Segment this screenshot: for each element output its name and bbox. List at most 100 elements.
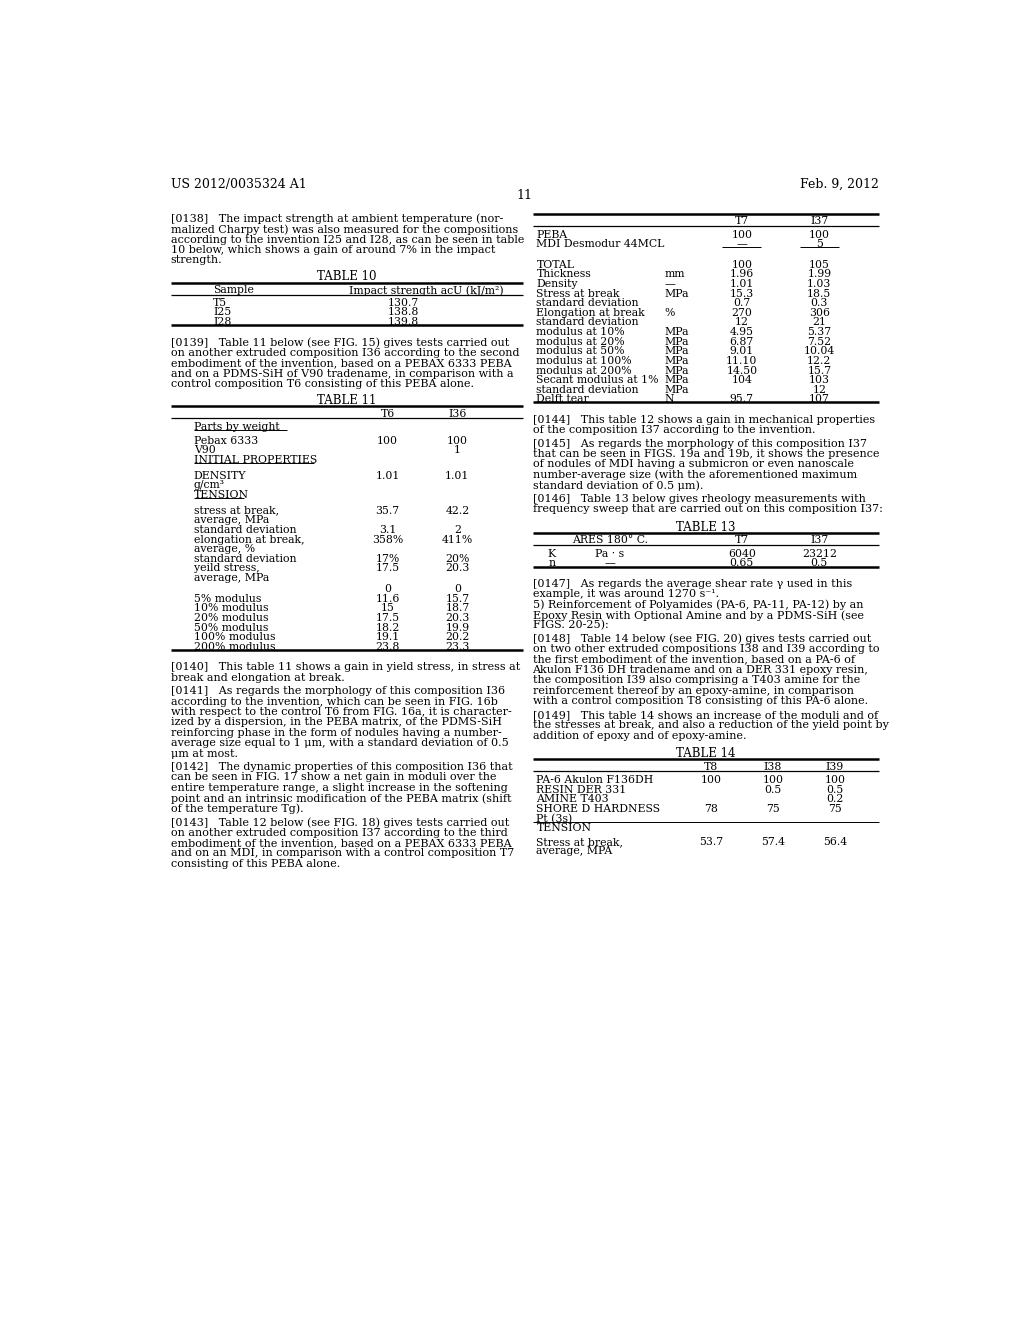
Text: TABLE 13: TABLE 13 <box>676 520 735 533</box>
Text: 100: 100 <box>731 260 753 269</box>
Text: [0138]   The impact strength at ambient temperature (nor-: [0138] The impact strength at ambient te… <box>171 214 503 224</box>
Text: 18.2: 18.2 <box>376 623 399 632</box>
Text: 105: 105 <box>809 260 829 269</box>
Text: modulus at 100%: modulus at 100% <box>537 356 632 366</box>
Text: 0.5: 0.5 <box>764 785 781 795</box>
Text: TABLE 11: TABLE 11 <box>316 395 376 407</box>
Text: frequency sweep that are carried out on this composition I37:: frequency sweep that are carried out on … <box>532 504 883 513</box>
Text: US 2012/0035324 A1: US 2012/0035324 A1 <box>171 178 306 190</box>
Text: PEBA: PEBA <box>537 230 567 240</box>
Text: the stresses at break, and also a reduction of the yield point by: the stresses at break, and also a reduct… <box>532 721 889 730</box>
Text: average, MPa: average, MPa <box>194 573 269 583</box>
Text: 11.6: 11.6 <box>376 594 399 603</box>
Text: example, it was around 1270 s⁻¹.: example, it was around 1270 s⁻¹. <box>532 589 719 599</box>
Text: AMINE T403: AMINE T403 <box>537 795 609 804</box>
Text: I37: I37 <box>810 536 828 545</box>
Text: on another extruded composition I37 according to the third: on another extruded composition I37 acco… <box>171 828 507 837</box>
Text: 15.7: 15.7 <box>445 594 469 603</box>
Text: Stress at break: Stress at break <box>537 289 620 298</box>
Text: 1.03: 1.03 <box>807 279 831 289</box>
Text: [0141]   As regards the morphology of this composition I36: [0141] As regards the morphology of this… <box>171 686 505 696</box>
Text: 0.7: 0.7 <box>733 298 751 308</box>
Text: 53.7: 53.7 <box>698 837 723 846</box>
Text: standard deviation: standard deviation <box>537 317 639 327</box>
Text: 14.50: 14.50 <box>726 366 758 375</box>
Text: 139.8: 139.8 <box>388 317 419 327</box>
Text: T8: T8 <box>703 762 718 772</box>
Text: control composition T6 consisting of this PEBA alone.: control composition T6 consisting of thi… <box>171 379 474 389</box>
Text: reinforcement thereof by an epoxy-amine, in comparison: reinforcement thereof by an epoxy-amine,… <box>532 686 854 696</box>
Text: 1.01: 1.01 <box>376 471 399 480</box>
Text: TENSION: TENSION <box>537 824 592 833</box>
Text: 17.5: 17.5 <box>376 564 399 573</box>
Text: DENSITY: DENSITY <box>194 471 247 480</box>
Text: according to the invention I25 and I28, as can be seen in table: according to the invention I25 and I28, … <box>171 235 524 244</box>
Text: [0143]   Table 12 below (see FIG. 18) gives tests carried out: [0143] Table 12 below (see FIG. 18) give… <box>171 817 509 828</box>
Text: the first embodiment of the invention, based on a PA-6 of: the first embodiment of the invention, b… <box>532 655 855 665</box>
Text: of the temperature Tg).: of the temperature Tg). <box>171 804 303 814</box>
Text: [0140]   This table 11 shows a gain in yield stress, in stress at: [0140] This table 11 shows a gain in yie… <box>171 663 520 672</box>
Text: 5.37: 5.37 <box>807 327 831 337</box>
Text: average, MPa: average, MPa <box>194 515 269 525</box>
Text: 100: 100 <box>809 230 829 240</box>
Text: on two other extruded compositions I38 and I39 according to: on two other extruded compositions I38 a… <box>532 644 879 655</box>
Text: with respect to the control T6 from FIG. 16a, it is character-: with respect to the control T6 from FIG.… <box>171 708 511 717</box>
Text: g/cm³: g/cm³ <box>194 480 225 490</box>
Text: 9.01: 9.01 <box>730 346 754 356</box>
Text: break and elongation at break.: break and elongation at break. <box>171 673 344 682</box>
Text: with a control composition T8 consisting of this PA-6 alone.: with a control composition T8 consisting… <box>532 696 867 706</box>
Text: average, %: average, % <box>194 544 255 554</box>
Text: modulus at 20%: modulus at 20% <box>537 337 625 347</box>
Text: modulus at 200%: modulus at 200% <box>537 366 632 375</box>
Text: 50% modulus: 50% modulus <box>194 623 268 632</box>
Text: 1.01: 1.01 <box>445 471 470 480</box>
Text: 103: 103 <box>809 375 829 385</box>
Text: standard deviation: standard deviation <box>537 298 639 308</box>
Text: 100: 100 <box>446 436 468 446</box>
Text: 1.96: 1.96 <box>730 269 754 280</box>
Text: of nodules of MDI having a submicron or even nanoscale: of nodules of MDI having a submicron or … <box>532 459 854 470</box>
Text: 18.5: 18.5 <box>807 289 831 298</box>
Text: 11: 11 <box>517 189 532 202</box>
Text: 23.3: 23.3 <box>445 642 470 652</box>
Text: 20%: 20% <box>445 554 470 564</box>
Text: 5% modulus: 5% modulus <box>194 594 261 603</box>
Text: Sample: Sample <box>213 285 254 296</box>
Text: reinforcing phase in the form of nodules having a number-: reinforcing phase in the form of nodules… <box>171 727 502 738</box>
Text: Stress at break,: Stress at break, <box>537 837 624 846</box>
Text: I37: I37 <box>810 216 828 226</box>
Text: T7: T7 <box>735 536 749 545</box>
Text: 0.2: 0.2 <box>826 795 844 804</box>
Text: modulus at 50%: modulus at 50% <box>537 346 625 356</box>
Text: 0.5: 0.5 <box>811 558 828 569</box>
Text: embodiment of the invention, based on a PEBAX 6333 PEBA: embodiment of the invention, based on a … <box>171 358 511 368</box>
Text: %: % <box>665 308 675 318</box>
Text: 5) Reinforcement of Polyamides (PA-6, PA-11, PA-12) by an: 5) Reinforcement of Polyamides (PA-6, PA… <box>532 599 863 610</box>
Text: MPa: MPa <box>665 375 689 385</box>
Text: number-average size (with the aforementioned maximum: number-average size (with the aforementi… <box>532 470 857 480</box>
Text: —: — <box>665 279 675 289</box>
Text: 10% modulus: 10% modulus <box>194 603 268 614</box>
Text: 17.5: 17.5 <box>376 612 399 623</box>
Text: I38: I38 <box>764 762 782 772</box>
Text: 100: 100 <box>731 230 753 240</box>
Text: 0: 0 <box>384 585 391 594</box>
Text: 1: 1 <box>454 445 461 455</box>
Text: that can be seen in FIGS. 19a and 19b, it shows the presence: that can be seen in FIGS. 19a and 19b, i… <box>532 449 879 459</box>
Text: [0144]   This table 12 shows a gain in mechanical properties: [0144] This table 12 shows a gain in mec… <box>532 414 874 425</box>
Text: 23.8: 23.8 <box>376 642 399 652</box>
Text: 6.87: 6.87 <box>730 337 754 347</box>
Text: can be seen in FIG. 17 show a net gain in moduli over the: can be seen in FIG. 17 show a net gain i… <box>171 772 496 783</box>
Text: ARES 180° C.: ARES 180° C. <box>572 536 648 545</box>
Text: [0146]   Table 13 below gives rheology measurements with: [0146] Table 13 below gives rheology mea… <box>532 494 865 504</box>
Text: 0.5: 0.5 <box>826 785 844 795</box>
Text: 78: 78 <box>703 804 718 814</box>
Text: Epoxy Resin with Optional Amine and by a PDMS-SiH (see: Epoxy Resin with Optional Amine and by a… <box>532 610 863 620</box>
Text: 12.2: 12.2 <box>807 356 831 366</box>
Text: TABLE 14: TABLE 14 <box>676 747 735 760</box>
Text: 100: 100 <box>377 436 398 446</box>
Text: Impact strength acU (kJ/m²): Impact strength acU (kJ/m²) <box>349 285 504 296</box>
Text: PA-6 Akulon F136DH: PA-6 Akulon F136DH <box>537 775 653 785</box>
Text: N: N <box>665 395 674 404</box>
Text: MPa: MPa <box>665 289 689 298</box>
